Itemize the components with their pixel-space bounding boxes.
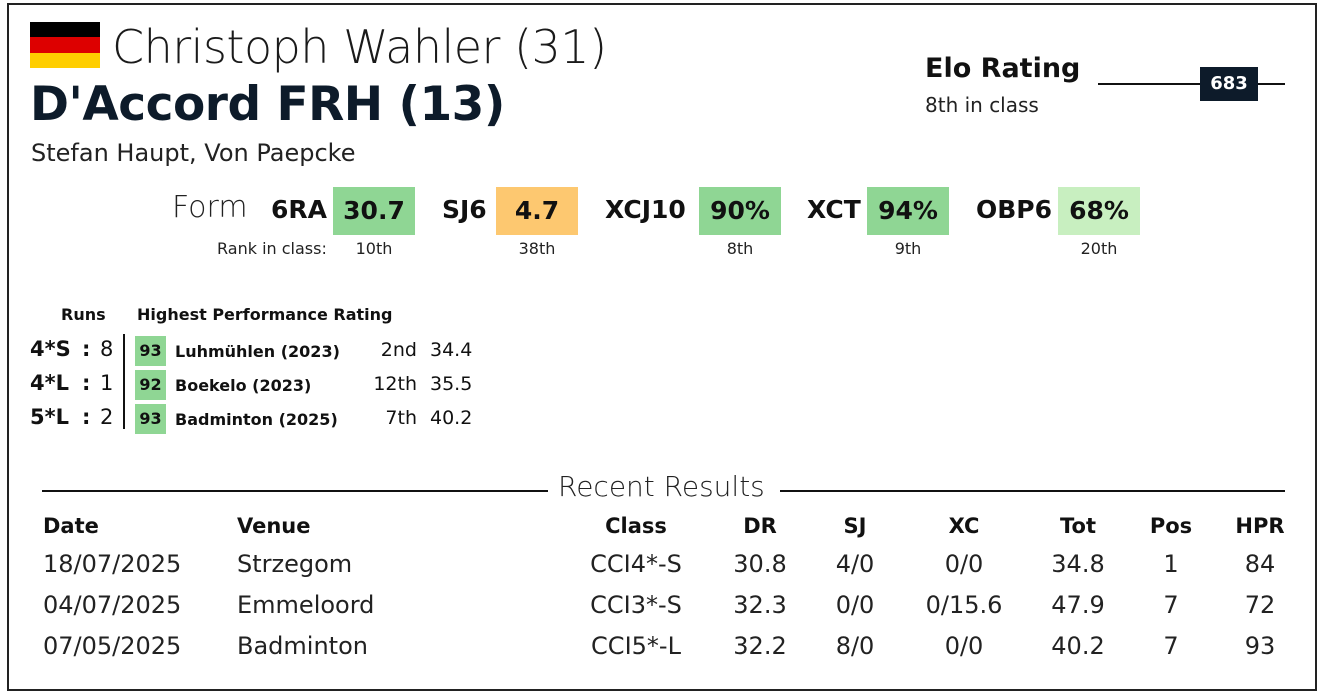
metric-name-sj6: SJ6	[442, 195, 487, 224]
metric-name-xcj10: XCJ10	[605, 195, 686, 224]
result-hpr: 84	[1244, 550, 1276, 578]
result-total: 47.9	[1051, 591, 1105, 619]
elo-value-badge: 683	[1200, 67, 1258, 101]
hpr-event: Boekelo (2023)	[175, 376, 312, 395]
result-class: CCI4*-S	[590, 550, 682, 578]
result-date: 18/07/2025	[43, 550, 182, 578]
result-position: 7	[1163, 632, 1179, 660]
metric-value-6ra: 30.7	[333, 187, 415, 235]
rider-name: Christoph Wahler (31)	[112, 20, 607, 74]
horse-profile-card	[7, 3, 1317, 691]
run-count: 8	[100, 337, 114, 361]
hpr-position: 7th	[385, 407, 417, 429]
result-dr: 32.2	[733, 632, 787, 660]
hpr-position: 12th	[373, 373, 417, 395]
hpr-badge: 93	[135, 336, 166, 366]
result-dr: 30.8	[733, 550, 787, 578]
result-total: 34.8	[1051, 550, 1105, 578]
metric-rank-6ra: 10th	[355, 239, 393, 258]
runs-header: Runs	[61, 305, 106, 324]
run-row: 4*S : 8 93 Luhmühlen (2023) 2nd 34.4	[30, 335, 490, 366]
hpr-score: 40.2	[430, 407, 473, 429]
hpr-badge: 92	[135, 370, 166, 400]
hpr-event: Luhmühlen (2023)	[175, 342, 340, 361]
metric-name-6ra: 6RA	[271, 195, 327, 224]
recent-results-title: Recent Results	[558, 470, 765, 503]
recent-divider-left	[42, 490, 548, 492]
result-class: CCI5*-L	[591, 632, 681, 660]
result-dr: 32.3	[733, 591, 787, 619]
recent-divider-right	[780, 490, 1285, 492]
flag-stripe-black	[30, 22, 100, 38]
col-header-tot: Tot	[1059, 514, 1096, 538]
result-date: 04/07/2025	[43, 591, 182, 619]
col-header-venue: Venue	[237, 514, 311, 538]
metric-rank-obp6: 20th	[1080, 239, 1118, 258]
run-colon: :	[82, 371, 91, 395]
result-position: 7	[1163, 591, 1179, 619]
germany-flag-icon	[30, 22, 100, 68]
result-class: CCI3*-S	[590, 591, 682, 619]
metric-value-sj6: 4.7	[496, 187, 578, 235]
run-count: 1	[100, 371, 114, 395]
result-position: 1	[1163, 550, 1179, 578]
run-row: 5*L : 2 93 Badminton (2025) 7th 40.2	[30, 403, 490, 434]
result-xc: 0/0	[944, 550, 984, 578]
result-venue: Strzegom	[237, 550, 353, 578]
elo-class-rank: 8th in class	[925, 93, 1039, 117]
metric-value-obp6: 68%	[1058, 187, 1140, 235]
result-date: 07/05/2025	[43, 632, 182, 660]
result-hpr: 72	[1244, 591, 1276, 619]
col-header-dr: DR	[743, 514, 777, 538]
metric-rank-xcj10: 8th	[726, 239, 754, 258]
run-count: 2	[100, 405, 114, 429]
result-sj: 8/0	[835, 632, 875, 660]
result-hpr: 93	[1244, 632, 1276, 660]
result-venue: Emmeloord	[237, 591, 375, 619]
metric-rank-xct: 9th	[894, 239, 922, 258]
metric-name-xct: XCT	[807, 195, 861, 224]
metric-rank-sj6: 38th	[518, 239, 556, 258]
horse-name: D'Accord FRH (13)	[30, 77, 505, 132]
result-xc: 0/15.6	[925, 591, 1003, 619]
col-header-date: Date	[43, 514, 99, 538]
hpr-header: Highest Performance Rating	[137, 305, 393, 324]
hpr-position: 2nd	[380, 339, 417, 361]
col-header-class: Class	[605, 514, 667, 538]
run-colon: :	[82, 337, 91, 361]
metric-name-obp6: OBP6	[976, 195, 1053, 224]
form-label: Form	[172, 190, 248, 225]
run-row: 4*L : 1 92 Boekelo (2023) 12th 35.5	[30, 369, 490, 400]
hpr-score: 34.4	[430, 339, 473, 361]
metric-value-xcj10: 90%	[699, 187, 781, 235]
run-level: 4*S	[30, 337, 71, 361]
hpr-badge: 93	[135, 404, 166, 434]
run-level: 5*L	[30, 405, 69, 429]
col-header-sj: SJ	[843, 514, 867, 538]
result-xc: 0/0	[944, 632, 984, 660]
result-total: 40.2	[1051, 632, 1105, 660]
col-header-xc: XC	[948, 514, 980, 538]
elo-scale-line	[1098, 83, 1285, 85]
col-header-hpr: HPR	[1235, 514, 1285, 538]
metric-value-xct: 94%	[867, 187, 949, 235]
flag-stripe-gold	[30, 52, 100, 68]
rank-in-class-label: Rank in class:	[217, 239, 327, 258]
col-header-pos: Pos	[1149, 514, 1193, 538]
hpr-score: 35.5	[430, 373, 473, 395]
run-level: 4*L	[30, 371, 69, 395]
result-sj: 0/0	[835, 591, 875, 619]
hpr-event: Badminton (2025)	[175, 410, 338, 429]
owners: Stefan Haupt, Von Paepcke	[31, 139, 356, 167]
elo-title: Elo Rating	[925, 53, 1081, 84]
result-sj: 4/0	[835, 550, 875, 578]
run-colon: :	[82, 405, 91, 429]
result-venue: Badminton	[237, 632, 368, 660]
runs-divider	[123, 334, 125, 429]
flag-stripe-red	[30, 37, 100, 53]
